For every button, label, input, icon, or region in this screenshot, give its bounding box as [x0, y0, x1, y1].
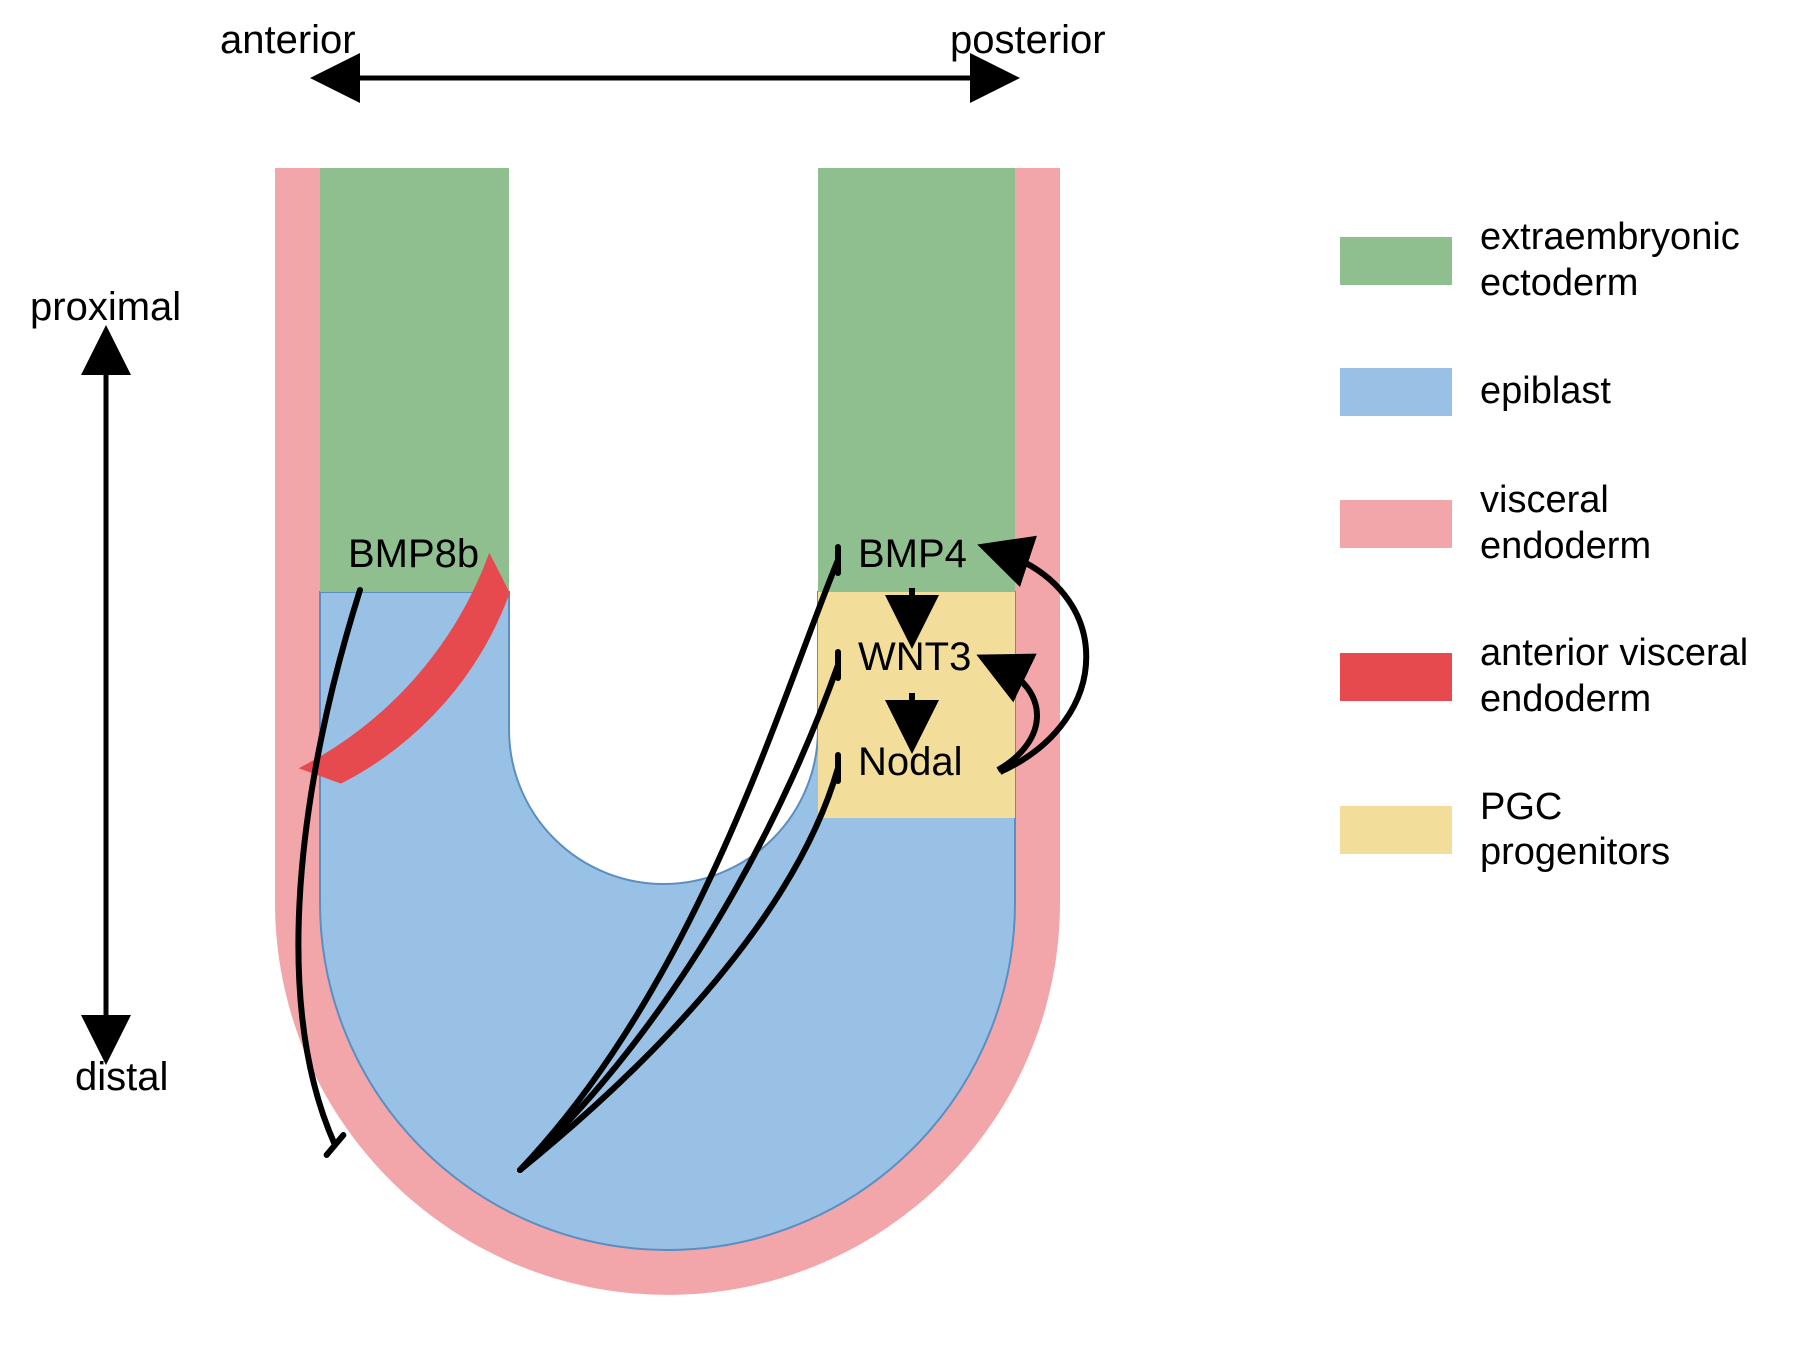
- legend-swatch: [1340, 237, 1452, 285]
- legend-item: extraembryonic ectoderm: [1340, 215, 1760, 306]
- legend-label: epiblast: [1480, 369, 1611, 415]
- legend-label: extraembryonic ectoderm: [1480, 215, 1760, 306]
- legend: extraembryonic ectoderm epiblast visceral …: [1340, 215, 1760, 938]
- diagram-svg: [0, 0, 1280, 1358]
- legend-label: PGC progenitors: [1480, 785, 1760, 876]
- wnt3-label: WNT3: [858, 635, 971, 680]
- legend-label: visceral endoderm: [1480, 478, 1760, 569]
- legend-swatch: [1340, 368, 1452, 416]
- embryo-diagram: anterior posterior proximal distal BMP8b…: [0, 0, 1280, 1358]
- axis-anterior-label: anterior: [220, 18, 356, 63]
- legend-swatch: [1340, 500, 1452, 548]
- axis-proximal-label: proximal: [30, 285, 181, 330]
- nodal-label: Nodal: [858, 740, 963, 785]
- bmp4-label: BMP4: [858, 532, 967, 577]
- legend-label: anterior visceral endoderm: [1480, 631, 1760, 722]
- legend-item: epiblast: [1340, 368, 1760, 416]
- bmp8b-label: BMP8b: [348, 532, 479, 577]
- legend-item: anterior visceral endoderm: [1340, 631, 1760, 722]
- axis-posterior-label: posterior: [950, 18, 1106, 63]
- legend-item: PGC progenitors: [1340, 785, 1760, 876]
- axis-distal-label: distal: [75, 1055, 168, 1100]
- legend-item: visceral endoderm: [1340, 478, 1760, 569]
- legend-swatch: [1340, 806, 1452, 854]
- legend-swatch: [1340, 653, 1452, 701]
